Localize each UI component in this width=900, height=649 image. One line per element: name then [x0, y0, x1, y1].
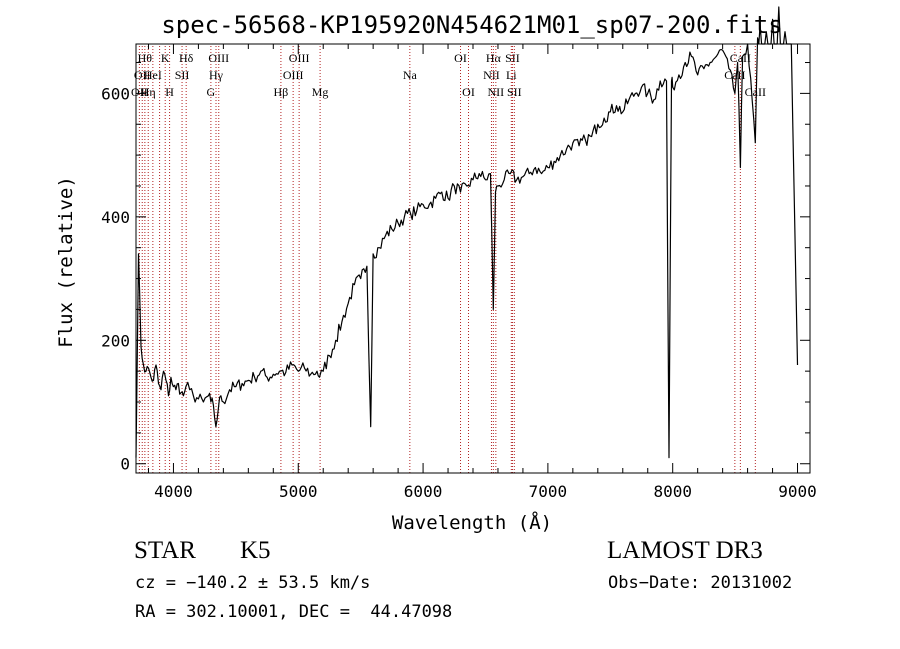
line-marker-label: SII	[507, 85, 522, 99]
chart-title: spec-56568-KP195920N454621M01_sp07-200.f…	[161, 11, 782, 39]
spectral-subclass: K5	[240, 537, 271, 564]
y-axis-label: Flux (relative)	[55, 176, 77, 348]
line-marker-label: CaII	[745, 85, 766, 99]
line-marker-label: CaII	[730, 51, 751, 65]
emission-line-markers: OIIOIIHθHηHeIKHSIIHδGHγOIIIHβOIIIOIIIMgN…	[131, 46, 766, 473]
x-tick-label: 5000	[279, 482, 318, 501]
x-tick-label: 8000	[653, 482, 692, 501]
y-tick-label: 0	[120, 455, 130, 474]
line-marker-label: Li	[506, 68, 517, 82]
y-tick-label: 600	[101, 84, 130, 103]
line-marker-label: Hα	[486, 51, 502, 65]
x-tick-label: 4000	[154, 482, 193, 501]
x-tick-label: 9000	[778, 482, 817, 501]
line-marker-label: SII	[505, 51, 520, 65]
line-marker-label: H	[165, 85, 174, 99]
line-marker-label: OI	[462, 85, 475, 99]
line-marker-label: OI	[454, 51, 467, 65]
line-marker-label: OII	[131, 85, 148, 99]
line-marker-label: OIII	[283, 68, 304, 82]
line-marker-label: SII	[175, 68, 190, 82]
line-marker-label: OIII	[289, 51, 310, 65]
line-marker-label: Hη	[141, 85, 156, 99]
line-marker-label: K	[161, 51, 170, 65]
line-marker-label: NII	[488, 85, 505, 99]
line-marker-label: Hγ	[209, 68, 224, 82]
line-marker-label: OII	[134, 68, 151, 82]
flux-series-line	[135, 6, 799, 459]
y-tick-label: 400	[101, 208, 130, 227]
x-axis-label: Wavelength (Å)	[392, 511, 552, 534]
x-tick-label: 6000	[404, 482, 443, 501]
line-marker-label: Hδ	[179, 51, 194, 65]
line-marker-label: HeI	[144, 68, 162, 82]
axis-ticks: 4000 5000 6000 7000 8000 9000 0 200 400 600	[101, 44, 817, 501]
redshift-text: cz = −140.2 ± 53.5 km/s	[135, 573, 371, 593]
line-marker-label: NII	[483, 68, 500, 82]
line-marker-label: CaII	[724, 68, 745, 82]
coordinates-text: RA = 302.10001, DEC = 44.47098	[135, 602, 453, 622]
line-marker-label: Na	[403, 68, 418, 82]
obs-date-text: Obs−Date: 20131002	[608, 573, 793, 593]
plot-frame	[135, 43, 811, 474]
survey-name: LAMOST DR3	[607, 537, 763, 564]
line-marker-label: Mg	[312, 85, 329, 99]
line-marker-label: G	[207, 85, 216, 99]
x-tick-label: 7000	[529, 482, 568, 501]
line-marker-label: OIII	[208, 51, 229, 65]
line-marker-label: Hβ	[274, 85, 289, 99]
object-class: STAR	[134, 537, 196, 564]
y-tick-label: 200	[101, 331, 130, 350]
